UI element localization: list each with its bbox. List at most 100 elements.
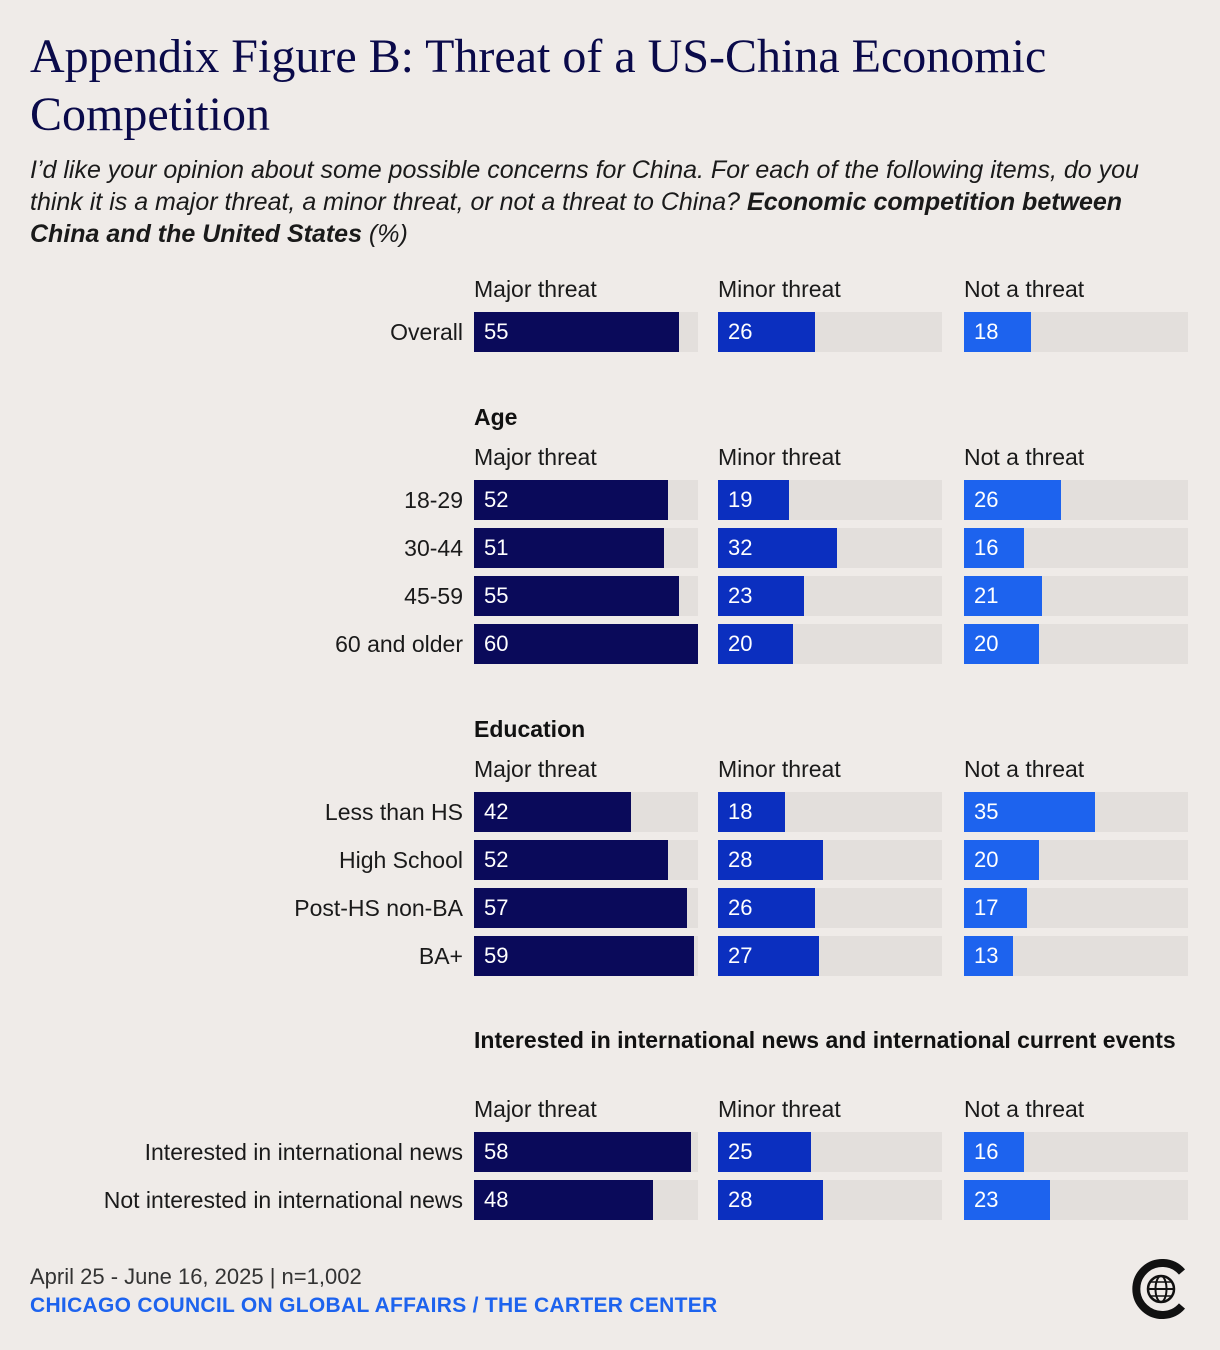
bar-value-label: 60 (484, 631, 509, 656)
bar-value-label: 28 (728, 847, 753, 872)
row-label: High School (338, 847, 463, 873)
column-header-minor: Minor threat (718, 276, 841, 302)
row-label: Overall (390, 319, 463, 345)
bar-major (474, 480, 668, 520)
bar-major (474, 1180, 653, 1220)
bar-value-label: 23 (974, 1187, 999, 1212)
bar-value-label: 20 (974, 631, 999, 656)
chart-title: Appendix Figure B: Threat of a US-China … (30, 30, 1047, 141)
bar-value-label: 59 (484, 943, 509, 968)
column-header-major: Major threat (474, 756, 597, 782)
bar-track: 20 (718, 624, 942, 664)
bar-track: 25 (718, 1132, 942, 1172)
subtitle-question: I’d like your opinion about some possibl… (30, 156, 1139, 216)
bar-track: 55 (474, 576, 698, 616)
bar-value-label: 55 (484, 583, 509, 608)
bar-minor (718, 1132, 811, 1172)
bar-value-label: 51 (484, 535, 509, 560)
bar-not (964, 480, 1061, 520)
column-header-not: Not a threat (964, 276, 1085, 302)
bar-value-label: 27 (728, 943, 753, 968)
bar-track: 18 (964, 312, 1188, 352)
bar-not (964, 792, 1095, 832)
bar-minor (718, 624, 793, 664)
row-label: 60 and older (335, 631, 463, 657)
bar-track: 17 (964, 888, 1188, 928)
publisher-credit: CHICAGO COUNCIL ON GLOBAL AFFAIRS / THE … (30, 1294, 718, 1317)
row-label: 18-29 (404, 487, 463, 513)
bar-track: 58 (474, 1132, 698, 1172)
bar-major (474, 792, 631, 832)
bar-value-label: 28 (728, 1187, 753, 1212)
row-label: Less than HS (324, 799, 463, 825)
column-header-major: Major threat (474, 444, 597, 470)
bar-value-label: 26 (728, 895, 753, 920)
bar-major (474, 888, 687, 928)
bar-value-label: 32 (728, 535, 753, 560)
bar-not (964, 624, 1039, 664)
column-header-minor: Minor threat (718, 444, 841, 470)
bar-not (964, 576, 1042, 616)
bar-not (964, 840, 1039, 880)
row-label: 45-59 (404, 583, 463, 609)
bar-track: 59 (474, 936, 698, 976)
section-title: Education (474, 716, 586, 742)
bar-minor (718, 1180, 823, 1220)
bar-not (964, 1180, 1050, 1220)
bar-value-label: 16 (974, 535, 999, 560)
bar-track: 26 (718, 888, 942, 928)
bar-minor (718, 480, 789, 520)
subtitle-unit: (%) (361, 220, 408, 248)
bar-minor (718, 576, 804, 616)
bar-track: 55 (474, 312, 698, 352)
row-label: 30-44 (404, 535, 463, 561)
row-label: Interested in international news (144, 1139, 463, 1165)
bar-track: 52 (474, 840, 698, 880)
bar-value-label: 13 (974, 943, 999, 968)
bar-track: 16 (964, 1132, 1188, 1172)
bar-track: 26 (718, 312, 942, 352)
bar-track: 51 (474, 528, 698, 568)
column-header-not: Not a threat (964, 444, 1085, 470)
bar-track: 48 (474, 1180, 698, 1220)
bar-value-label: 55 (484, 319, 509, 344)
bar-value-label: 20 (728, 631, 753, 656)
bar-value-label: 35 (974, 799, 999, 824)
bar-major (474, 576, 679, 616)
bar-minor (718, 888, 815, 928)
bar-track: 21 (964, 576, 1188, 616)
section-title: Interested in international news and int… (474, 1027, 1176, 1053)
bar-value-label: 58 (484, 1139, 509, 1164)
bar-minor (718, 312, 815, 352)
bar-value-label: 17 (974, 895, 999, 920)
bar-track: 20 (964, 624, 1188, 664)
bar-value-label: 26 (974, 487, 999, 512)
bar-value-label: 57 (484, 895, 509, 920)
bar-major (474, 528, 664, 568)
bar-not (964, 888, 1027, 928)
bar-track: 32 (718, 528, 942, 568)
bar-track: 16 (964, 528, 1188, 568)
bar-not (964, 1132, 1024, 1172)
row-label: Not interested in international news (103, 1187, 463, 1213)
bar-track: 35 (964, 792, 1188, 832)
bar-track: 60 (474, 624, 698, 664)
bar-minor (718, 840, 823, 880)
row-label: BA+ (418, 943, 463, 969)
bar-major (474, 936, 694, 976)
column-header-minor: Minor threat (718, 756, 841, 782)
bar-value-label: 25 (728, 1139, 753, 1164)
bar-value-label: 16 (974, 1139, 999, 1164)
bar-track: 52 (474, 480, 698, 520)
bar-not (964, 528, 1024, 568)
bar-value-label: 18 (728, 799, 753, 824)
bar-not (964, 936, 1013, 976)
column-header-major: Major threat (474, 1096, 597, 1122)
bar-value-label: 19 (728, 487, 753, 512)
bar-track: 27 (718, 936, 942, 976)
column-header-not: Not a threat (964, 756, 1085, 782)
bar-track: 23 (718, 576, 942, 616)
column-header-major: Major threat (474, 276, 597, 302)
chart-subtitle: I’d like your opinion about some possibl… (30, 154, 1195, 250)
source-note: April 25 - June 16, 2025 | n=1,002 (30, 1264, 362, 1289)
